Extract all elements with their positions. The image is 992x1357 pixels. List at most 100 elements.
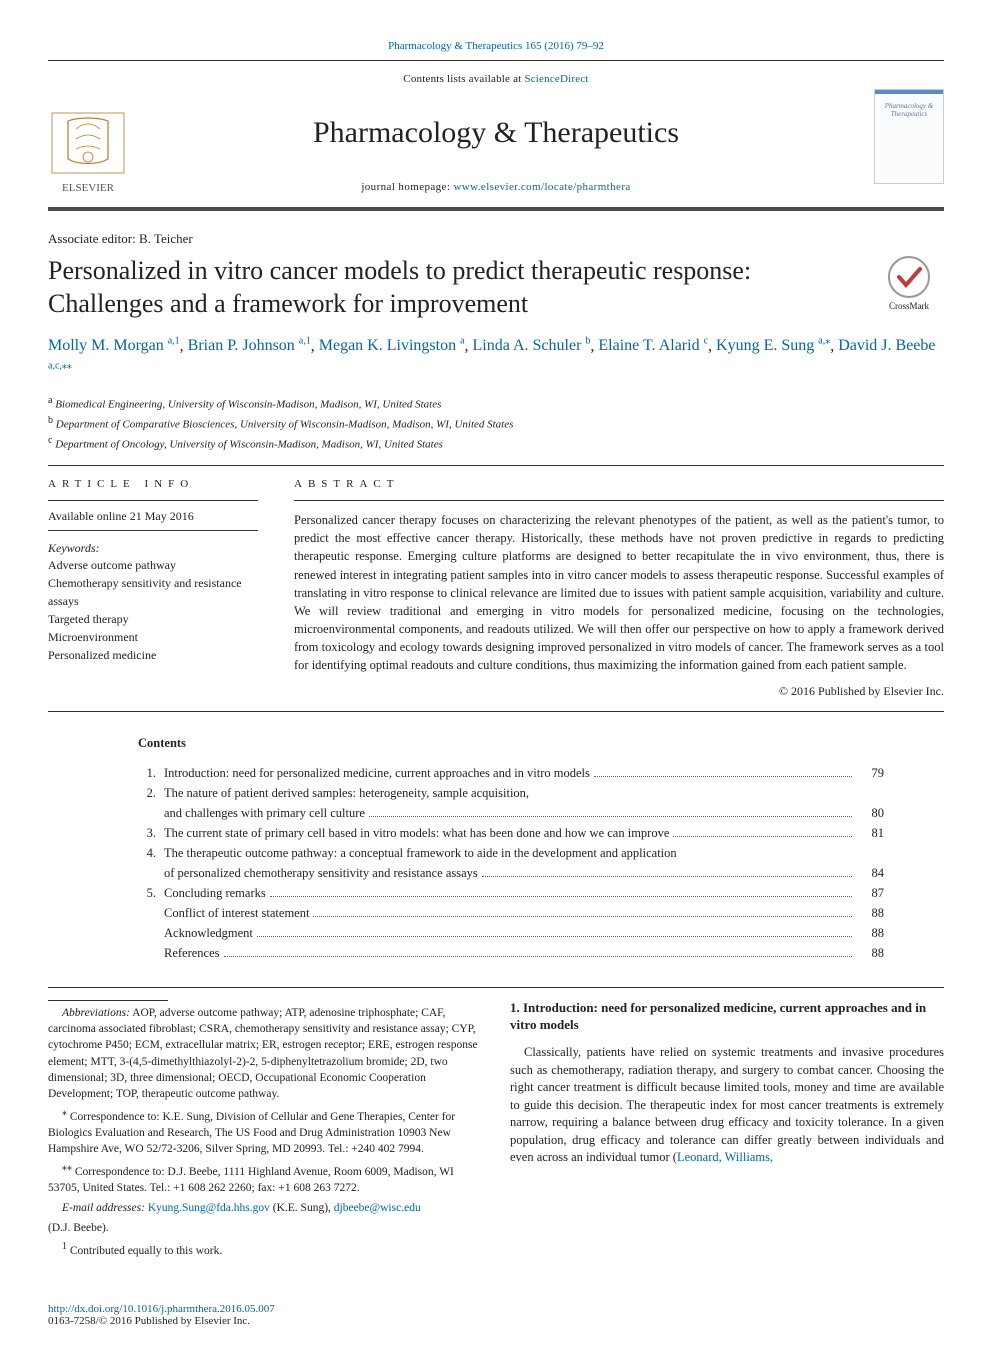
author-link[interactable]: Kyung E. Sung a,⁎: [716, 337, 830, 354]
abstract-head: ABSTRACT: [294, 478, 944, 490]
homepage-prefix: journal homepage:: [361, 181, 453, 193]
author: Kyung E. Sung a,⁎: [716, 337, 830, 354]
toc-leader: [482, 876, 852, 877]
article-info-column: ARTICLE INFO Available online 21 May 201…: [48, 478, 258, 699]
toc-page: 88: [856, 923, 884, 943]
affiliations-list: a Biomedical Engineering, University of …: [48, 393, 944, 453]
toc-leader: [369, 816, 852, 817]
crossmark-icon: [887, 255, 931, 299]
separator-rule-2: [48, 711, 944, 712]
article-info-head: ARTICLE INFO: [48, 478, 258, 490]
author: Linda A. Schuler b: [473, 337, 591, 354]
toc-page: 80: [856, 803, 884, 823]
author-link[interactable]: Molly M. Morgan a,1: [48, 337, 180, 354]
toc-row: Acknowledgment88: [138, 923, 884, 943]
elsevier-logo: ELSEVIER: [48, 109, 128, 199]
doi-link[interactable]: http://dx.doi.org/10.1016/j.pharmthera.2…: [48, 1303, 275, 1315]
toc-title: Introduction: need for personalized medi…: [164, 763, 590, 783]
author-sup: a: [460, 336, 464, 347]
toc-list: 1.Introduction: need for personalized me…: [138, 763, 884, 963]
crossmark-label: CrossMark: [889, 301, 929, 311]
running-head: Pharmacology & Therapeutics 165 (2016) 7…: [48, 40, 944, 52]
toc-row: 2.The nature of patient derived samples:…: [138, 783, 884, 803]
author-link[interactable]: Megan K. Livingston a: [319, 337, 465, 354]
toc-row: 4.The therapeutic outcome pathway: a con…: [138, 843, 884, 863]
toc-title: References: [164, 943, 220, 963]
toc-title: The therapeutic outcome pathway: a conce…: [164, 843, 677, 863]
toc-leader: [673, 836, 852, 837]
contributed-equally: 1 Contributed equally to this work.: [48, 1240, 482, 1259]
keyword: Chemotherapy sensitivity and resistance …: [48, 574, 258, 610]
affiliation-sup: b: [48, 415, 53, 426]
author: Elaine T. Alarid c: [598, 337, 708, 354]
abstract-copyright: © 2016 Published by Elsevier Inc.: [294, 684, 944, 699]
affiliation: a Biomedical Engineering, University of …: [48, 393, 944, 413]
affiliation-sup: a: [48, 395, 52, 406]
journal-cover-thumb: Pharmacology & Therapeutics: [874, 89, 944, 184]
abstract-text: Personalized cancer therapy focuses on c…: [294, 511, 944, 674]
lower-columns: Abbreviations: AOP, adverse outcome path…: [48, 1000, 944, 1263]
keywords-list: Adverse outcome pathwayChemotherapy sens…: [48, 556, 258, 664]
sciencedirect-prefix: Contents lists available at: [403, 73, 524, 85]
keyword: Microenvironment: [48, 628, 258, 646]
contents-head: Contents: [138, 736, 884, 751]
abstract-column: ABSTRACT Personalized cancer therapy foc…: [294, 478, 944, 699]
author: Megan K. Livingston a: [319, 337, 465, 354]
author-sup: b: [585, 336, 590, 347]
masthead-center: Contents lists available at ScienceDirec…: [143, 65, 849, 207]
toc-num: 2.: [138, 783, 164, 803]
abbreviations-note: Abbreviations: AOP, adverse outcome path…: [48, 1005, 482, 1102]
keyword: Personalized medicine: [48, 646, 258, 664]
toc-num: 4.: [138, 843, 164, 863]
toc-row: Conflict of interest statement88: [138, 903, 884, 923]
sciencedirect-link[interactable]: ScienceDirect: [524, 73, 588, 85]
toc-page: 81: [856, 823, 884, 843]
info-rule-2: [48, 530, 258, 531]
toc-num: 3.: [138, 823, 164, 843]
available-online: Available online 21 May 2016: [48, 509, 258, 524]
page-footer: http://dx.doi.org/10.1016/j.pharmthera.2…: [48, 1303, 944, 1327]
abstract-rule: [294, 500, 944, 501]
footnotes-column: Abbreviations: AOP, adverse outcome path…: [48, 1000, 482, 1263]
page-container: Pharmacology & Therapeutics 165 (2016) 7…: [0, 0, 992, 1357]
author-link[interactable]: Brian P. Johnson a,1: [188, 337, 311, 354]
correspondence-2: ⁎⁎ Correspondence to: D.J. Beebe, 1111 H…: [48, 1161, 482, 1196]
journal-name: Pharmacology & Therapeutics: [143, 116, 849, 150]
author: Molly M. Morgan a,1: [48, 337, 180, 354]
crossmark-badge[interactable]: CrossMark: [874, 255, 944, 305]
author-sup: c: [704, 336, 708, 347]
toc-title: The current state of primary cell based …: [164, 823, 669, 843]
keyword: Targeted therapy: [48, 610, 258, 628]
toc-num: 5.: [138, 883, 164, 903]
elsevier-label: ELSEVIER: [62, 182, 115, 194]
email-link-2[interactable]: djbeebe@wisc.edu: [334, 1202, 421, 1214]
toc-row: of personalized chemotherapy sensitivity…: [138, 863, 884, 883]
body-column: 1. Introduction: need for personalized m…: [510, 1000, 944, 1263]
citation-link[interactable]: Leonard, Williams,: [677, 1150, 773, 1164]
associate-editor: Associate editor: B. Teicher: [48, 231, 944, 247]
homepage-link[interactable]: www.elsevier.com/locate/pharmthera: [453, 181, 630, 193]
section-1-heading: 1. Introduction: need for personalized m…: [510, 1000, 944, 1034]
masthead: ELSEVIER Contents lists available at Sci…: [48, 61, 944, 211]
correspondence-1: ⁎ Correspondence to: K.E. Sung, Division…: [48, 1106, 482, 1157]
cover-cell: Pharmacology & Therapeutics: [849, 65, 944, 207]
author-link[interactable]: Linda A. Schuler b: [473, 337, 591, 354]
separator-rule: [48, 465, 944, 466]
email-who-2: (D.J. Beebe).: [48, 1220, 482, 1236]
toc-row: 3.The current state of primary cell base…: [138, 823, 884, 843]
toc-leader: [270, 896, 852, 897]
author-sup: a,c,⁎⁎: [48, 360, 72, 371]
email-link-1[interactable]: Kyung.Sung@fda.hhs.gov: [148, 1202, 270, 1214]
running-head-link[interactable]: Pharmacology & Therapeutics 165 (2016) 7…: [388, 40, 604, 52]
toc-page: 87: [856, 883, 884, 903]
article-title: Personalized in vitro cancer models to p…: [48, 255, 854, 320]
keywords-label: Keywords:: [48, 541, 258, 556]
toc-title: Conflict of interest statement: [164, 903, 309, 923]
toc-leader: [257, 936, 852, 937]
toc-row: and challenges with primary cell culture…: [138, 803, 884, 823]
separator-rule-3: [48, 987, 944, 988]
toc-title: of personalized chemotherapy sensitivity…: [164, 863, 478, 883]
toc-page: 84: [856, 863, 884, 883]
author-link[interactable]: Elaine T. Alarid c: [598, 337, 708, 354]
keyword: Adverse outcome pathway: [48, 556, 258, 574]
